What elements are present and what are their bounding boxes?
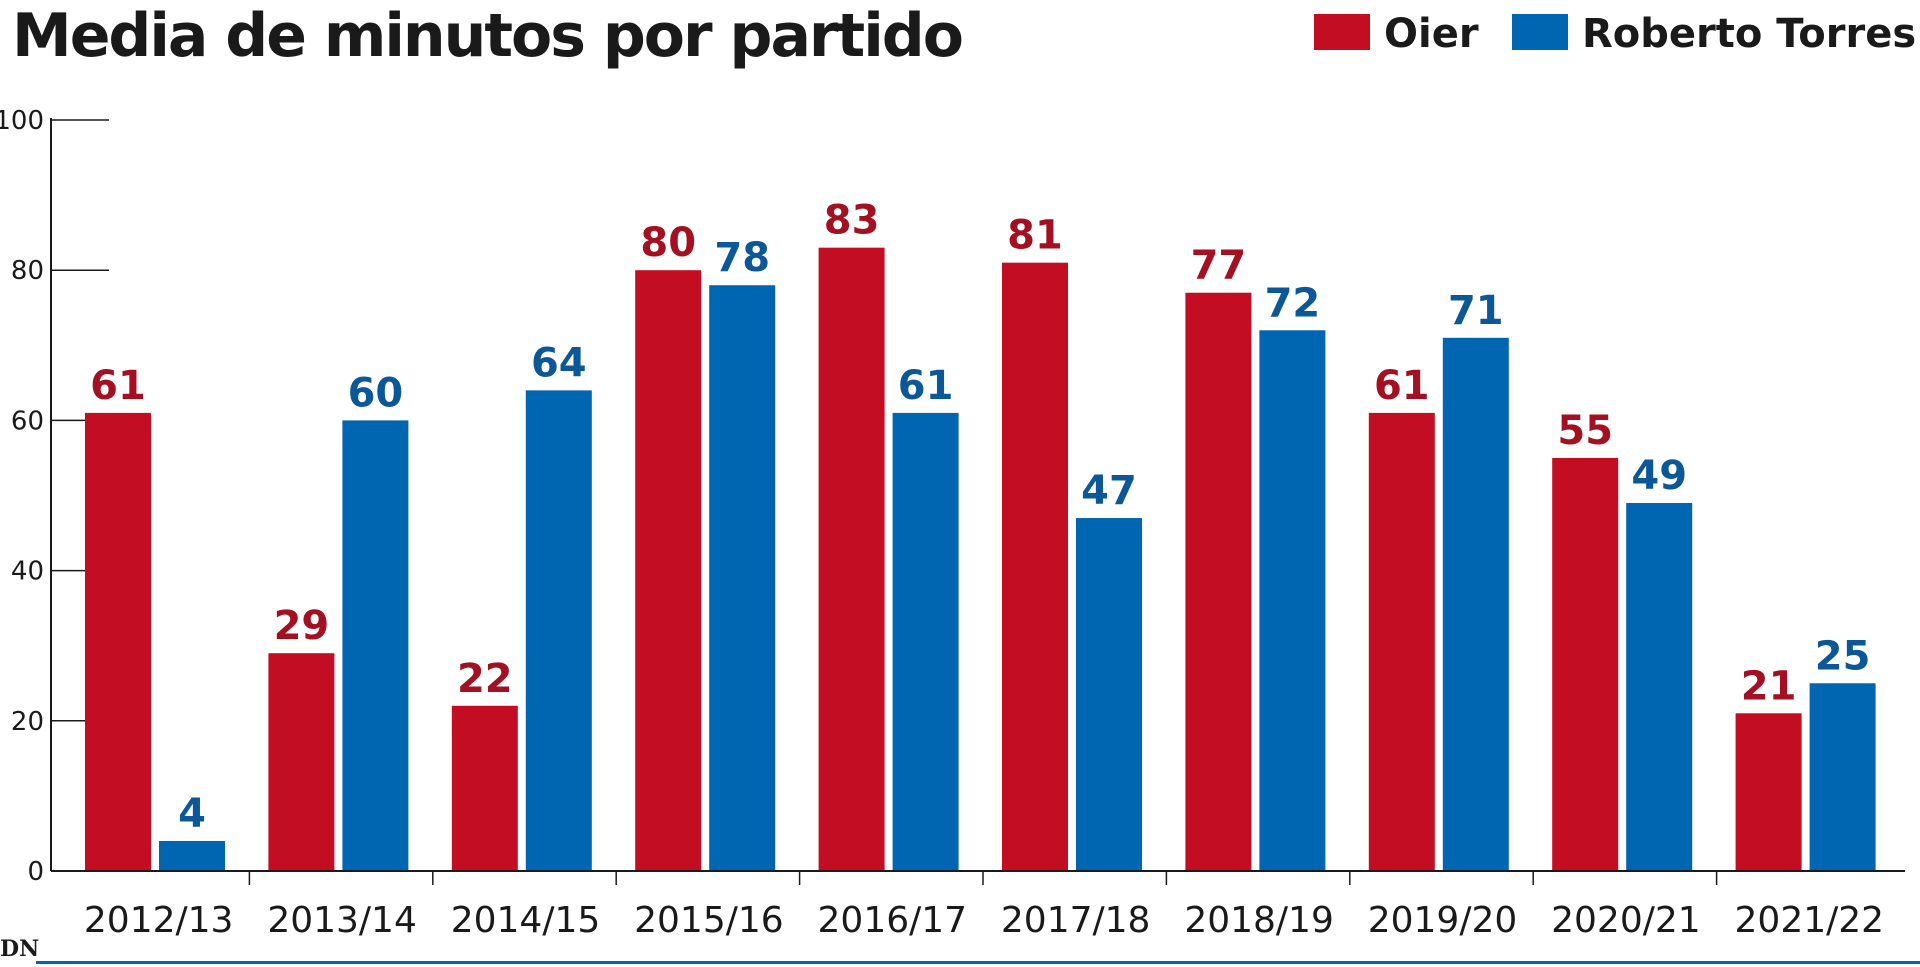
y-tick-label: 60 (11, 406, 44, 436)
x-tick-label: 2020/21 (1551, 900, 1701, 941)
data-label: 78 (714, 235, 770, 281)
x-tick-label: 2017/18 (1001, 900, 1151, 941)
bar-oier (268, 653, 335, 871)
data-label: 80 (640, 220, 696, 266)
footer-rule (36, 961, 1920, 964)
x-tick-label: 2015/16 (634, 900, 784, 941)
bar-oier (1552, 457, 1619, 871)
data-label: 4 (178, 791, 206, 837)
data-label: 55 (1557, 408, 1613, 454)
legend-label-oier: Oier (1384, 11, 1479, 57)
x-tick-label: 2013/14 (267, 900, 417, 941)
x-tick-label: 2016/17 (818, 900, 968, 941)
legend-swatch-oier (1314, 14, 1370, 50)
bar-oier (451, 705, 518, 871)
data-label: 83 (824, 198, 880, 244)
x-tick-label: 2012/13 (84, 900, 234, 941)
bar-roberto-torres (1442, 337, 1509, 871)
dn-logo: DN (0, 936, 39, 962)
bar-roberto-torres (1626, 503, 1693, 871)
x-tick-label: 2019/20 (1368, 900, 1518, 941)
bar-roberto-torres (1076, 518, 1142, 871)
bar-roberto-torres (709, 285, 776, 872)
data-label: 72 (1265, 280, 1321, 326)
y-tick-label: 0 (27, 857, 44, 887)
data-label: 61 (898, 363, 954, 409)
bar-oier (1185, 292, 1252, 872)
chart-title: Media de minutos por partido (12, 1, 962, 71)
bar-roberto-torres (1259, 330, 1326, 871)
data-label: 29 (274, 603, 330, 649)
legend: Oier Roberto Torres (1314, 11, 1916, 57)
data-label: 81 (1007, 213, 1063, 259)
legend-label-roberto-torres: Roberto Torres (1582, 11, 1916, 57)
bar-roberto-torres (342, 420, 409, 871)
data-label: 22 (457, 656, 513, 702)
x-tick-label: 2021/22 (1735, 900, 1885, 941)
bar-roberto-torres (892, 412, 959, 871)
data-label: 21 (1741, 663, 1797, 709)
y-tick-label: 40 (11, 557, 44, 587)
y-tick-label: 100 (0, 106, 44, 136)
data-label: 71 (1448, 288, 1504, 334)
y-tick-label: 80 (11, 256, 44, 286)
bar-roberto-torres (1809, 683, 1876, 871)
data-label: 61 (1374, 363, 1430, 409)
bar-oier (818, 247, 885, 872)
x-tick-label: 2014/15 (451, 900, 601, 941)
data-label: 64 (531, 340, 587, 386)
branding: DN (0, 936, 1920, 964)
bars (85, 247, 1876, 872)
bar-oier (1002, 262, 1068, 871)
data-label: 77 (1191, 243, 1247, 289)
bar-oier (85, 412, 151, 871)
x-tick-label: 2018/19 (1184, 900, 1334, 941)
bar-roberto-torres (525, 390, 592, 871)
value-labels: 61 4 29 60 22 64 80 78 83 61 81 47 77 72 61 71 55 49 21 25 (90, 198, 1870, 837)
data-label: 61 (90, 363, 146, 409)
bar-oier (1735, 713, 1802, 871)
bar-oier (1368, 412, 1435, 871)
data-label: 25 (1815, 633, 1871, 679)
legend-swatch-roberto-torres (1512, 14, 1568, 50)
bar-oier (635, 270, 702, 871)
x-axis: 2012/13 2013/14 2014/15 2015/16 2016/17 2017/… (51, 870, 1905, 941)
data-label: 60 (348, 370, 404, 416)
y-tick-label: 20 (11, 707, 44, 737)
bar-roberto-torres (159, 840, 225, 871)
data-label: 49 (1631, 453, 1687, 499)
data-label: 47 (1081, 468, 1137, 514)
